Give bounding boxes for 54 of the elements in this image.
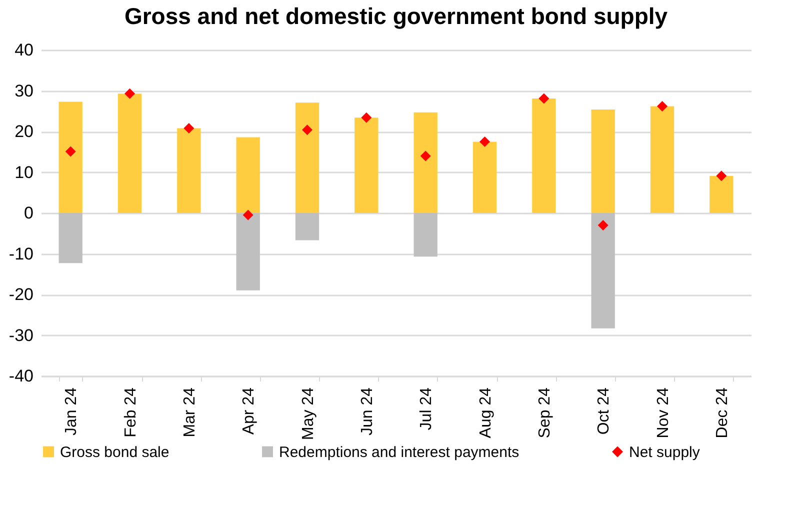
bar (650, 106, 674, 213)
point (657, 100, 668, 112)
legend-label: Gross bond sale (60, 444, 170, 461)
y-tick-label: 0 (24, 204, 34, 222)
x-tick-label: Mar 24 (181, 387, 198, 438)
point (420, 150, 431, 162)
bar (177, 128, 201, 213)
x-tick-label: Jul 24 (418, 387, 436, 430)
bar (414, 213, 438, 257)
y-tick-label: 10 (14, 162, 34, 182)
point (480, 136, 490, 147)
y-tick-label: 20 (14, 122, 34, 141)
x-tick-label: Nov 24 (654, 387, 672, 438)
bar (710, 176, 734, 213)
x-tick-label: Dec 24 (714, 387, 731, 438)
point (716, 170, 727, 182)
bar (591, 109, 615, 213)
bar (414, 112, 438, 213)
point (361, 112, 372, 123)
point (65, 146, 76, 157)
x-tick-label: Aug 24 (477, 387, 494, 438)
point (124, 88, 135, 99)
point (302, 124, 312, 136)
legend-label: Redemptions and interest payments (279, 444, 520, 461)
point (242, 210, 254, 220)
y-tick-label: 40 (14, 40, 34, 60)
x-tick-label: May 24 (300, 387, 317, 440)
chart-title: Gross and net domestic government bond supply (124, 3, 668, 29)
legend-label: Net supply (629, 444, 700, 461)
x-tick-label: Oct 24 (596, 387, 613, 435)
y-tick-label: 30 (14, 81, 34, 100)
bar (118, 94, 142, 213)
bar (472, 142, 497, 213)
y-tick-label: -10 (8, 244, 34, 264)
x-tick-label: Feb 24 (122, 387, 140, 438)
bar (58, 213, 82, 264)
bar (532, 98, 556, 213)
x-tick-label: Jun 24 (358, 387, 376, 436)
bar (236, 213, 260, 290)
x-tick-label: Apr 24 (240, 387, 258, 435)
bar (236, 137, 260, 213)
point (184, 122, 194, 134)
y-tick-label: -40 (8, 366, 34, 386)
point (598, 220, 608, 230)
bar (354, 118, 378, 213)
bar (58, 102, 82, 213)
x-tick-label: Sep 24 (536, 387, 554, 438)
y-tick-label: -30 (8, 326, 34, 345)
x-tick-label: Jan 24 (63, 387, 80, 436)
y-tick-label: -20 (8, 285, 34, 304)
bar (295, 213, 320, 240)
point (538, 93, 550, 104)
bar (295, 102, 320, 213)
bar (591, 213, 615, 328)
